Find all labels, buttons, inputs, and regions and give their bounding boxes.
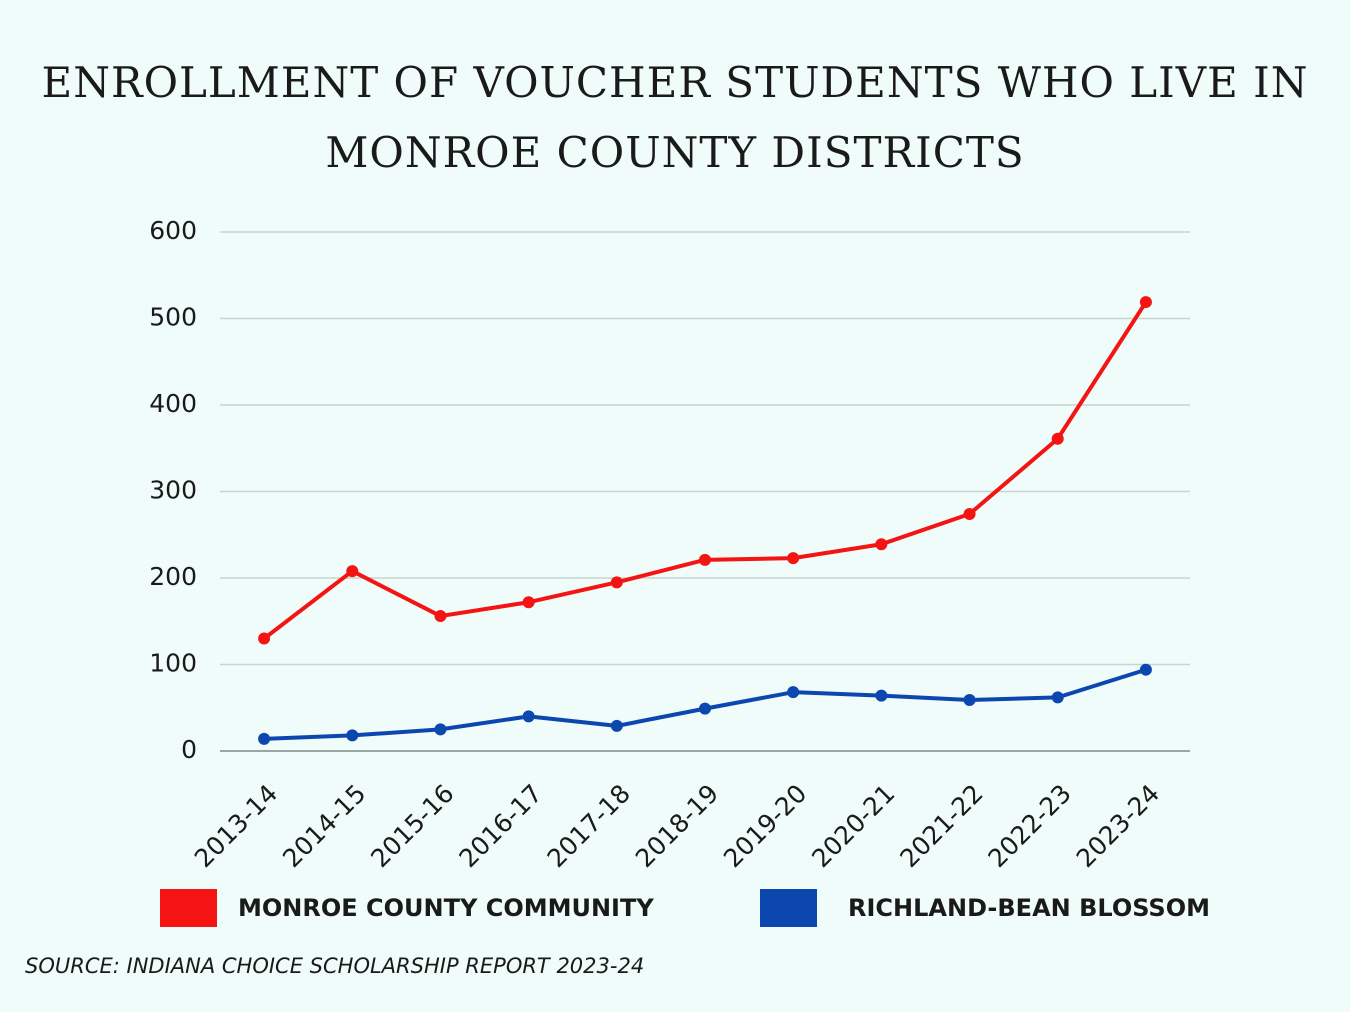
data-point: [1051, 691, 1064, 704]
x-tick-label: 2020-21: [806, 779, 900, 873]
series-line: [262, 300, 1148, 641]
x-tick-label: 2013-14: [189, 779, 283, 873]
data-point: [1139, 296, 1152, 309]
data-point: [258, 632, 271, 645]
data-point: [610, 576, 623, 589]
y-tick-label: 400: [149, 389, 197, 418]
x-tick-label: 2019-20: [718, 779, 812, 873]
legend-label: MONROE COUNTY COMMUNITY: [238, 894, 654, 922]
y-tick-label: 500: [149, 303, 197, 332]
x-tick-label: 2018-19: [630, 779, 724, 873]
x-tick-label: 2022-23: [983, 779, 1077, 873]
x-tick-label: 2015-16: [365, 779, 459, 873]
y-tick-label: 100: [149, 649, 197, 678]
data-point: [787, 552, 800, 565]
data-point: [963, 507, 976, 520]
source-note: SOURCE: INDIANA CHOICE SCHOLARSHIP REPOR…: [25, 954, 644, 978]
x-tick-label: 2023-24: [1071, 779, 1165, 873]
data-point: [346, 565, 359, 578]
data-point: [258, 732, 271, 745]
y-tick-label: 0: [181, 735, 197, 764]
data-point: [963, 693, 976, 706]
data-point: [699, 553, 711, 566]
data-point: [699, 702, 711, 715]
x-tick-label: 2014-15: [277, 779, 371, 873]
y-tick-label: 600: [149, 216, 197, 245]
data-point: [875, 689, 888, 702]
y-tick-label: 300: [149, 476, 197, 505]
legend-label: RICHLAND-BEAN BLOSSOM: [848, 894, 1210, 922]
data-point: [522, 710, 535, 723]
data-point: [434, 723, 447, 736]
data-point: [610, 719, 623, 732]
data-point: [522, 596, 535, 609]
legend-swatch: [760, 889, 817, 927]
x-tick-label: 2017-18: [542, 779, 636, 873]
legend-swatch: [160, 889, 217, 927]
data-point: [1139, 663, 1152, 676]
data-point: [787, 686, 800, 699]
x-tick-label: 2016-17: [453, 779, 547, 873]
chart-title: ENROLLMENT OF VOUCHER STUDENTS WHO LIVE …: [41, 58, 1309, 177]
data-point: [875, 538, 888, 551]
data-point: [1051, 432, 1064, 445]
data-point: [346, 729, 359, 742]
y-tick-label: 200: [149, 562, 197, 591]
x-tick-label: 2021-22: [894, 779, 988, 873]
data-point: [434, 610, 447, 623]
